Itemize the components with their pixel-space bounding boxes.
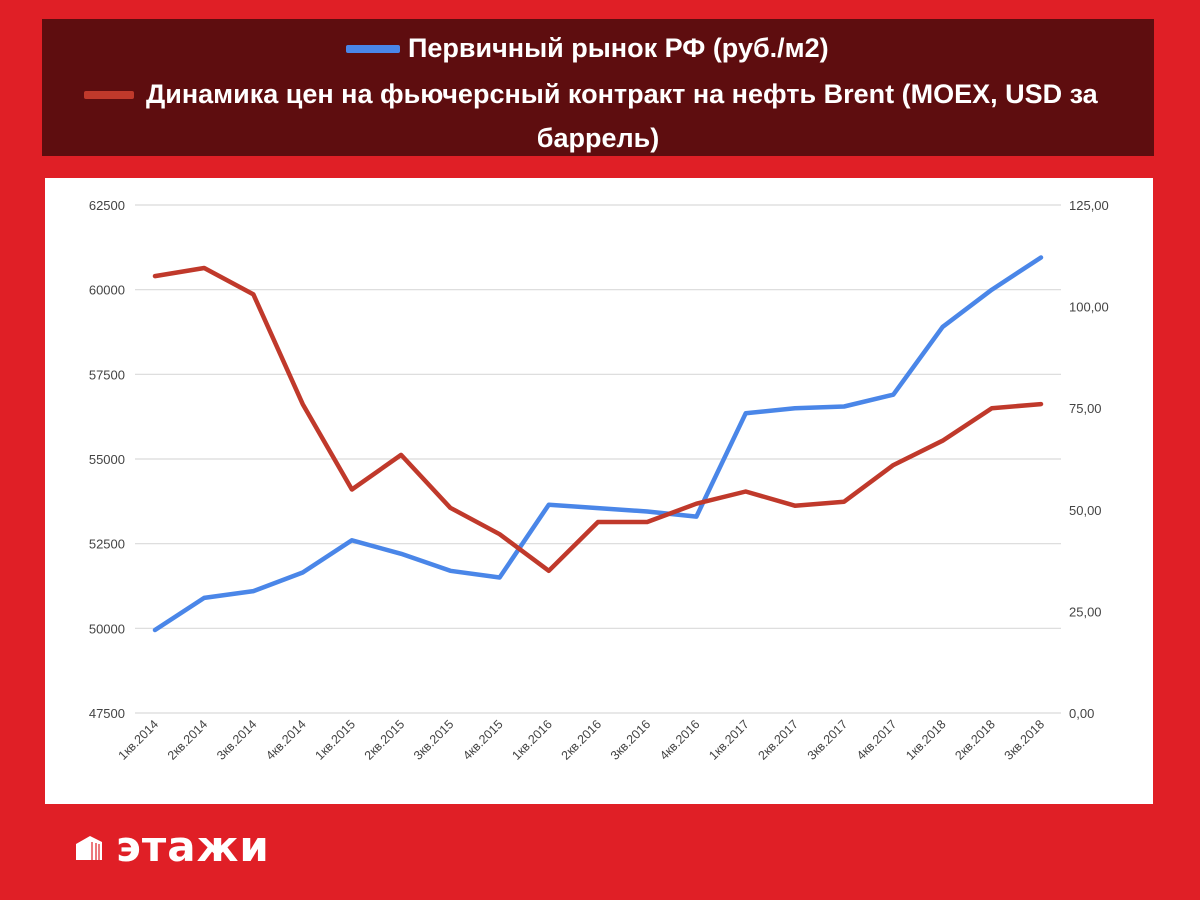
chart-panel: 62500 60000 57500 55000 52500 50000 47500 125,0… <box>45 178 1153 804</box>
series-line-primary-market <box>152 255 1044 633</box>
y-left-tick-label: 52500 <box>89 537 125 552</box>
y-right-tick-label: 25,00 <box>1069 604 1102 619</box>
x-tick-label: 3кв.2017 <box>805 717 851 763</box>
legend-swatch-red <box>84 90 134 99</box>
x-tick-label: 2кв.2015 <box>362 717 408 763</box>
legend-item-primary-market: Первичный рынок РФ (руб./м2) <box>346 32 829 65</box>
x-tick-label: 1кв.2015 <box>313 717 359 763</box>
x-tick-label: 4кв.2014 <box>263 717 309 763</box>
y-right-tick-label: 50,00 <box>1069 503 1102 518</box>
y-left-tick-label: 47500 <box>89 706 125 721</box>
y-left-tick-label: 57500 <box>89 367 125 382</box>
x-tick-label: 2кв.2016 <box>559 717 605 763</box>
x-tick-label: 4кв.2016 <box>657 717 703 763</box>
x-tick-label: 1кв.2017 <box>706 717 752 763</box>
logo-text: этажи <box>116 822 270 871</box>
x-tick-label: 3кв.2018 <box>1002 717 1048 763</box>
logo: этажи <box>74 822 270 871</box>
x-tick-label: 3кв.2016 <box>608 717 654 763</box>
x-tick-label: 1кв.2016 <box>509 717 555 763</box>
legend-label-primary-market: Первичный рынок РФ (руб./м2) <box>408 33 829 63</box>
x-tick-label: 3кв.2014 <box>214 717 260 763</box>
x-tick-label: 2кв.2014 <box>165 717 211 763</box>
y-right-tick-label: 75,00 <box>1069 401 1102 416</box>
x-tick-label: 4кв.2017 <box>854 717 900 763</box>
legend-swatch-blue <box>346 44 400 53</box>
x-tick-label: 2кв.2017 <box>756 717 802 763</box>
x-tick-label: 1кв.2018 <box>903 717 949 763</box>
y-left-tick-label: 60000 <box>89 283 125 298</box>
legend-item-brent: Динамика цен на фьючерсный контракт на н… <box>84 78 1098 111</box>
x-tick-label: 4кв.2015 <box>460 717 506 763</box>
legend-label-brent-line2: баррель) <box>536 123 660 153</box>
legend: Первичный рынок РФ (руб./м2) Динамика це… <box>42 19 1154 156</box>
y-right-tick-label: 0,00 <box>1069 706 1094 721</box>
building-icon <box>76 835 102 860</box>
x-tick-label: 2кв.2018 <box>952 717 998 763</box>
series-line-brent <box>152 265 1044 574</box>
y-right-tick-label: 100,00 <box>1069 300 1109 315</box>
line-chart: 62500 60000 57500 55000 52500 50000 47500 125,0… <box>89 198 1109 763</box>
y-left-tick-label: 55000 <box>89 452 125 467</box>
y-left-tick-label: 62500 <box>89 198 125 213</box>
legend-label-brent-line1: Динамика цен на фьючерсный контракт на н… <box>146 79 1098 109</box>
y-left-tick-label: 50000 <box>89 621 125 636</box>
x-tick-label: 1кв.2014 <box>116 717 162 763</box>
y-right-tick-label: 125,00 <box>1069 198 1109 213</box>
x-tick-label: 3кв.2015 <box>411 717 457 763</box>
